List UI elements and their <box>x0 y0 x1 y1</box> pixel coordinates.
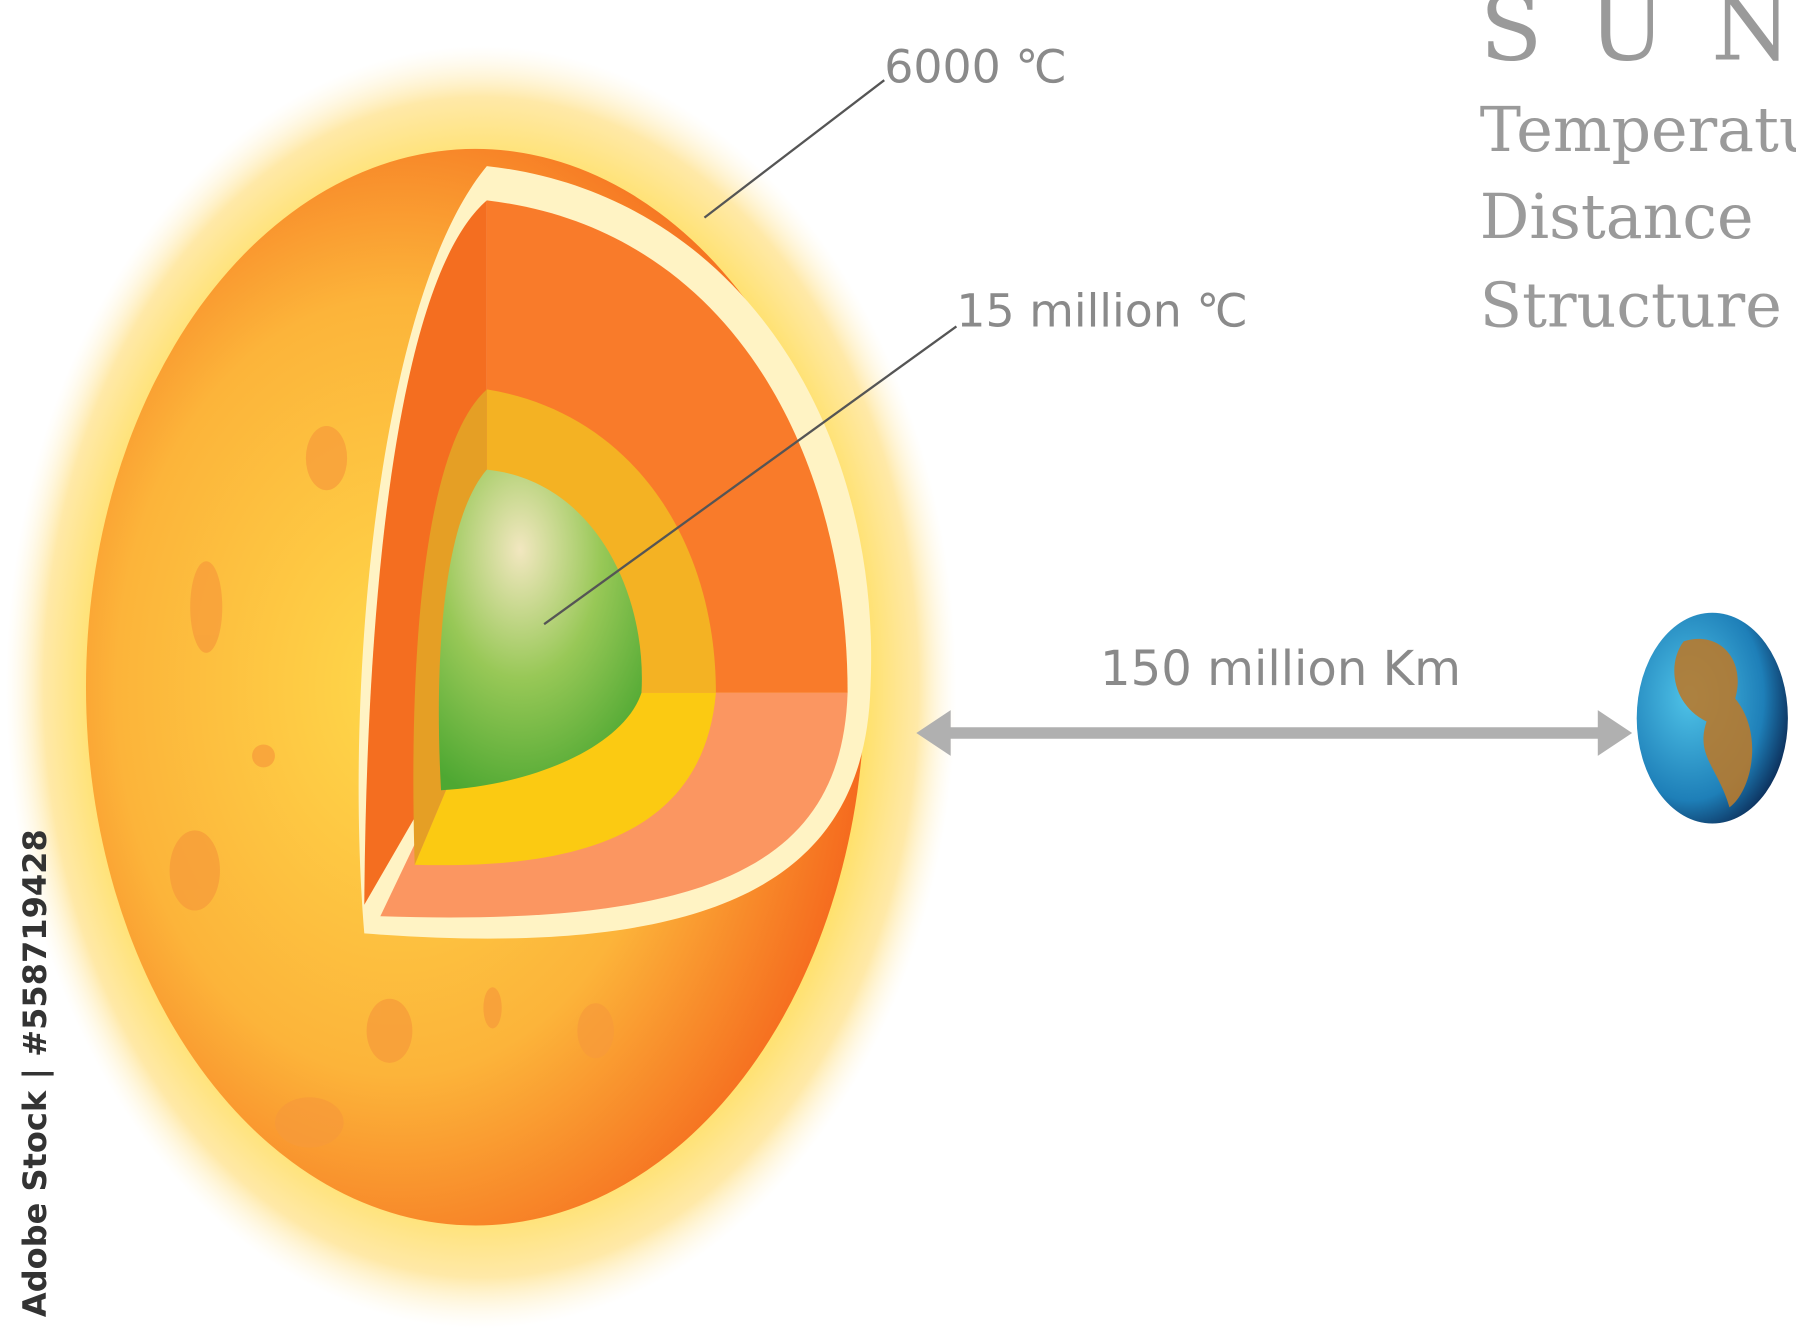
surface-temperature-label: 6000 ℃ <box>884 39 1067 93</box>
topic: Structure <box>1480 269 1782 341</box>
topic: Temperature <box>1480 94 1796 166</box>
watermark: Adobe Stock | #558719428 <box>16 829 55 1317</box>
topic: Distance <box>1480 181 1754 253</box>
core-temperature-label: 15 million ℃ <box>956 283 1247 337</box>
title: SUN <box>1480 0 1796 82</box>
page: 6000 ℃ 15 million ℃ 150 million Km SUN T… <box>0 0 1796 1340</box>
diagram: 6000 ℃ 15 million ℃ 150 million Km SUN T… <box>0 0 1796 1340</box>
distance-label: 150 million Km <box>1100 641 1461 697</box>
